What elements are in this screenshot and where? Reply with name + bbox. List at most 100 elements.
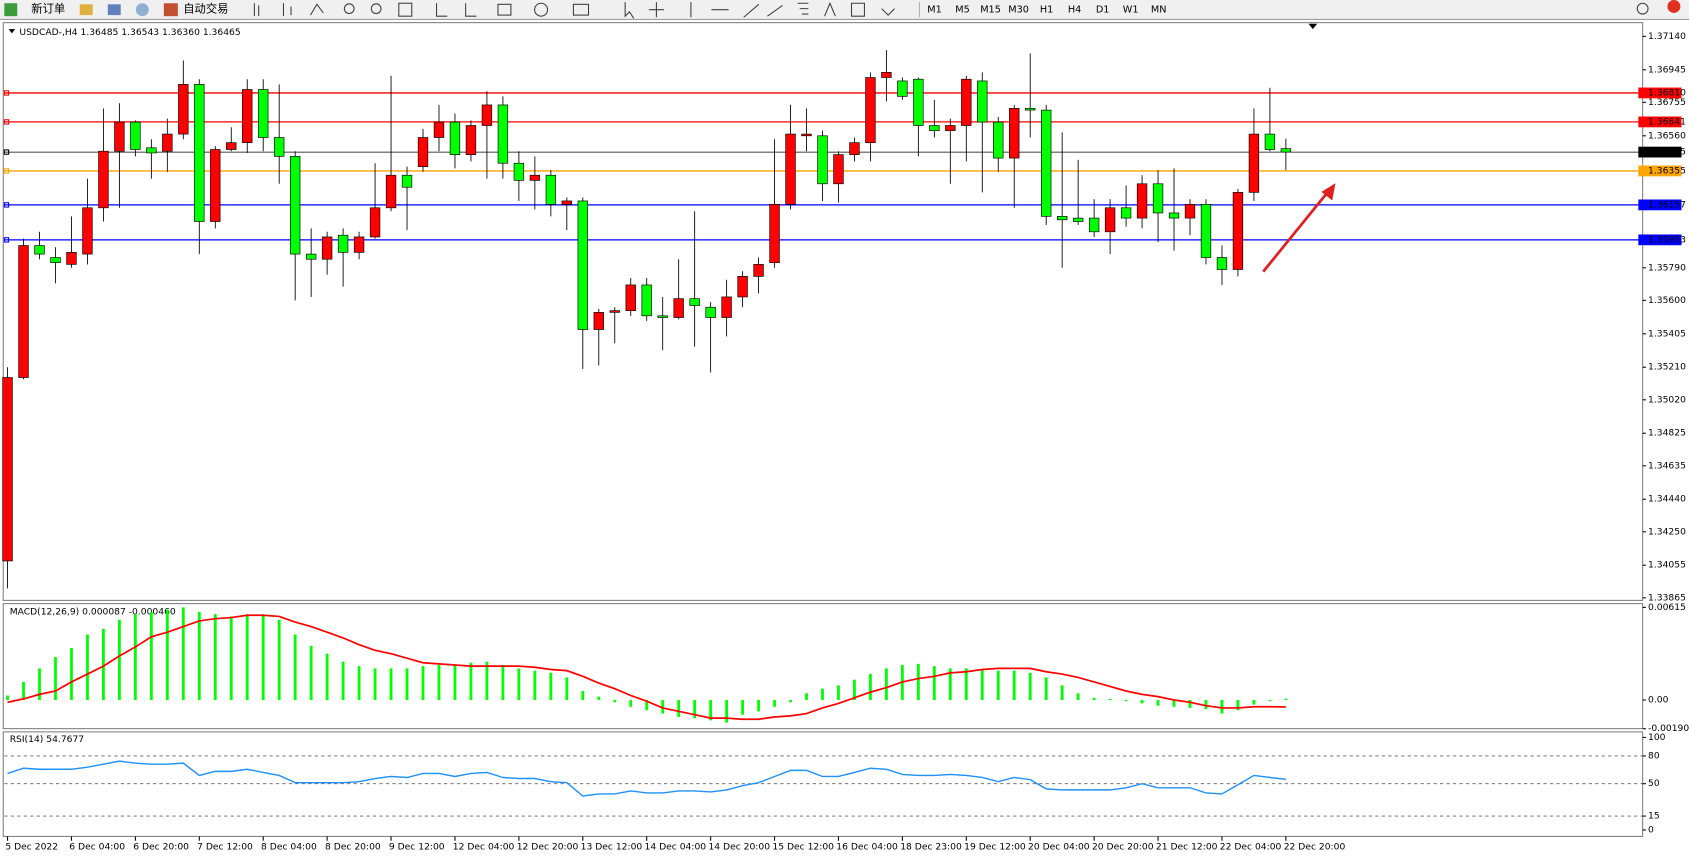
- candle-body: [82, 207, 93, 255]
- macd-bar: [677, 700, 681, 717]
- candle-body: [226, 142, 237, 150]
- macd-bar: [421, 666, 425, 701]
- new-order-icon[interactable]: [4, 3, 18, 17]
- y-tick-label: 1.36945: [1648, 64, 1686, 75]
- macd-bar: [1284, 698, 1288, 701]
- timeframe-button[interactable]: H1: [1040, 5, 1053, 16]
- y-tick-label: 1.34250: [1648, 526, 1686, 537]
- drawing-tools[interactable]: [624, 1, 896, 19]
- macd-bar: [373, 668, 377, 701]
- candle-body: [673, 298, 684, 318]
- auto-trading-button[interactable]: 自动交易: [183, 2, 228, 16]
- y-tick-label: 1.36755: [1648, 97, 1686, 108]
- macd-bar: [261, 614, 265, 701]
- scroll-icons[interactable]: [435, 3, 477, 17]
- macd-bar: [293, 634, 297, 701]
- timeframe-button[interactable]: M5: [955, 5, 970, 16]
- macd-bar: [597, 696, 601, 701]
- y-tick-label: 1.34635: [1648, 460, 1686, 471]
- timeframe-button[interactable]: M15: [980, 5, 1001, 16]
- candle-body: [1264, 133, 1276, 150]
- macd-bar: [165, 609, 169, 701]
- macd-bar: [22, 681, 25, 701]
- macd-bar: [437, 664, 441, 701]
- search[interactable]: [1636, 2, 1649, 15]
- timeframe-button[interactable]: W1: [1123, 5, 1139, 16]
- x-tick-label: 19 Dec 12:00: [964, 842, 1026, 853]
- timeframe-button[interactable]: MN: [1151, 5, 1167, 16]
- timeframe-button[interactable]: H4: [1068, 5, 1081, 16]
- candle-body: [993, 121, 1004, 159]
- candle-body: [449, 121, 461, 155]
- templates[interactable]: [572, 3, 590, 16]
- candle-body: [1041, 109, 1052, 217]
- candle-body: [258, 89, 269, 138]
- auto-trading-icon[interactable]: [163, 3, 178, 17]
- macd-bar: [805, 693, 808, 701]
- collapse-triangle[interactable]: [8, 29, 16, 34]
- candle-body: [194, 84, 205, 222]
- macd-bar: [821, 688, 824, 701]
- toolbar-icon[interactable]: [79, 4, 93, 16]
- level-label: 1.36355: [1648, 165, 1686, 176]
- x-tick-label: 22 Dec 04:00: [1220, 842, 1282, 853]
- y-tick-label: 1.35790: [1648, 262, 1686, 273]
- macd-bar: [102, 628, 105, 701]
- x-tick-label: 21 Dec 12:00: [1156, 842, 1218, 853]
- zoom-out[interactable]: [370, 3, 382, 15]
- chart-type-icons[interactable]: [253, 3, 324, 17]
- macd-bar: [741, 700, 744, 715]
- macd-bar: [213, 614, 217, 701]
- timeframe-bar: M1 M5 M15 M30 H1 H4 D1 W1 MN: [927, 5, 1166, 16]
- toolbar-icon[interactable]: [107, 4, 121, 16]
- timeframe-button[interactable]: D1: [1096, 5, 1110, 16]
- timeframe-button[interactable]: M1: [927, 5, 942, 16]
- candle-body: [1232, 192, 1244, 270]
- macd-bar: [1012, 670, 1016, 701]
- y-tick-label: 1.33865: [1648, 592, 1686, 603]
- candle-body: [705, 306, 716, 318]
- macd-bar: [693, 700, 697, 719]
- candle-body: [274, 137, 285, 157]
- toolbar-icon[interactable]: [135, 3, 149, 17]
- symbol-header: USDCAD-,H4 1.36485 1.36543 1.36360 1.364…: [19, 27, 240, 38]
- y-tick-label: 0.00615: [1648, 602, 1686, 613]
- tile-windows[interactable]: [398, 2, 413, 17]
- macd-bar: [1156, 700, 1160, 706]
- y-tick-label: 1.35600: [1648, 295, 1686, 306]
- y-tick-label: 15: [1648, 811, 1660, 822]
- candle-body: [609, 310, 620, 313]
- chart-shift-marker[interactable]: [1308, 23, 1318, 30]
- notification[interactable]: [1667, 0, 1681, 13]
- macd-bar: [517, 668, 521, 701]
- candle-body: [1248, 133, 1260, 193]
- macd-bar: [1188, 700, 1192, 708]
- level-label: 1.35953: [1648, 234, 1686, 245]
- timeframe-button[interactable]: M30: [1008, 5, 1029, 16]
- macd-bar: [1044, 677, 1048, 701]
- x-tick-label: 6 Dec 20:00: [133, 842, 189, 853]
- macd-bar: [757, 700, 760, 712]
- x-tick-label: 8 Dec 20:00: [325, 842, 381, 853]
- macd-title: MACD(12,26,9) 0.000087 -0.000460: [10, 607, 176, 618]
- indicators[interactable]: [497, 3, 512, 16]
- periods[interactable]: [534, 2, 549, 17]
- x-tick-label: 18 Dec 23:00: [900, 842, 962, 853]
- new-order-button[interactable]: 新订单: [31, 2, 65, 16]
- candle-body: [146, 147, 157, 154]
- macd-bar: [485, 661, 489, 701]
- zoom-in[interactable]: [343, 3, 355, 15]
- y-tick-label: 100: [1648, 732, 1666, 743]
- y-tick-label: 1.34825: [1648, 428, 1686, 439]
- y-tick-label: 0: [1648, 824, 1654, 835]
- candle-body: [353, 236, 365, 253]
- level-label-bg: [1638, 165, 1682, 177]
- x-tick-label: 14 Dec 04:00: [645, 842, 707, 853]
- x-tick-label: 8 Dec 04:00: [261, 842, 317, 853]
- toolbar: 新订单 自动交易 M1 M5 M15 M30 H1 H4 D1 W1 MN: [0, 0, 1689, 20]
- candle-body: [18, 245, 29, 378]
- candle-body: [817, 135, 828, 185]
- x-tick-label: 20 Dec 20:00: [1092, 842, 1154, 853]
- macd-bar: [453, 664, 457, 701]
- candle-body: [433, 121, 445, 138]
